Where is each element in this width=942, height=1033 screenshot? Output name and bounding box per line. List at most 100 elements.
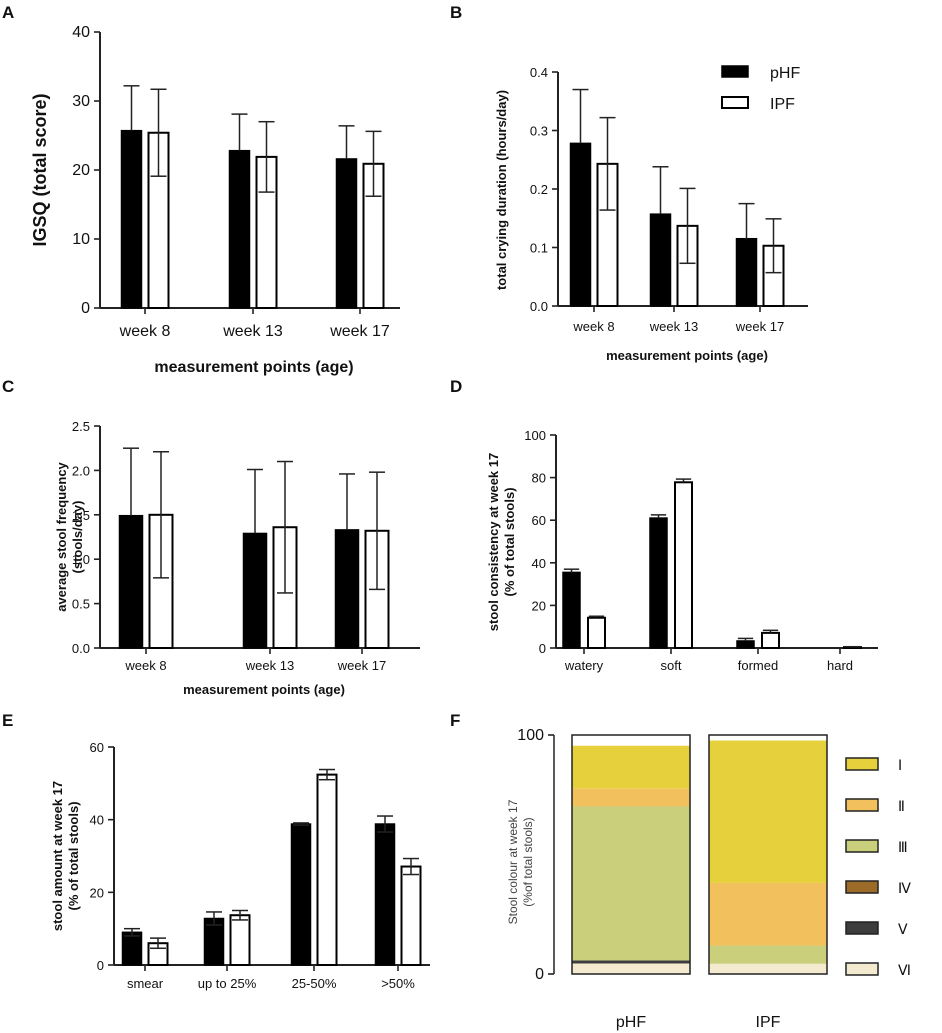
- panel-d-bar-phf: [736, 640, 755, 649]
- panel-d-bar-ipf: [674, 481, 693, 650]
- panel-a-category-label: week 13: [222, 323, 283, 340]
- panel-c-y-tick-label: 1.5: [72, 508, 90, 523]
- panel-d-category-label: formed: [738, 658, 778, 673]
- panel-d-y-axis-label-line: stool consistency at week 17: [486, 453, 501, 631]
- panel-e: E 0 20 40 60 stool amount at week 17(% of to…: [2, 711, 430, 991]
- panel-d-y-tick-label: 20: [532, 598, 546, 613]
- panel-c-y-tick-label: 2.0: [72, 463, 90, 478]
- legend-swatch-ipf: [721, 96, 749, 109]
- legend-f-swatch-2: [845, 798, 879, 812]
- panel-f-segment-phf: [572, 806, 690, 961]
- panel-a: A 0 10 20 30 40 IGSQ (total score) week 8 week …: [2, 3, 400, 376]
- panel-c-y-tick-label: 0.5: [72, 597, 90, 612]
- panel-c-y-axis-label: average stool frequency(stools/day): [54, 461, 85, 611]
- panel-f-y-axis-label: Stool colour at week 17(%of total stools…: [506, 799, 535, 924]
- legend-label-phf: pHF: [770, 65, 800, 82]
- panel-e-bar-ipf: [229, 914, 251, 966]
- legend-f-label-4: Ⅳ: [898, 880, 911, 896]
- panel-e-category-label: >50%: [381, 976, 415, 991]
- panel-e-category-label: up to 25%: [198, 976, 257, 991]
- panel-e-bar-ipf: [316, 773, 338, 967]
- legend-f-label-6: Ⅵ: [898, 962, 911, 978]
- panel-c-y-tick-label: 2.5: [72, 419, 90, 434]
- panel-b-category-label: week 17: [735, 319, 784, 334]
- panel-f-segment-ipf: [709, 945, 827, 964]
- panel-b-y-tick-label: 0.2: [530, 182, 548, 197]
- panel-f-segment-ipf: [709, 740, 827, 883]
- panel-d-category-label: watery: [564, 658, 604, 673]
- panel-c-y-axis-label-line: (stools/day): [70, 501, 85, 574]
- panel-f-bar-outline: [571, 734, 691, 975]
- panel-a-bar-phf: [120, 129, 143, 309]
- panel-b-y-tick-label: 0.1: [530, 241, 548, 256]
- panel-a-y-axis-label: IGSQ (total score): [30, 93, 50, 246]
- panel-d-category-label: soft: [661, 658, 682, 673]
- panel-e-category-label: smear: [127, 976, 164, 991]
- panel-b-y-axis-label-line: total crying duration (hours/day): [494, 90, 509, 290]
- panel-letter-d: D: [450, 377, 462, 396]
- legend: pHF IPF: [721, 65, 800, 113]
- panel-b-y-tick-label: 0.3: [530, 124, 548, 139]
- panel-a-y-tick-label: 10: [72, 231, 90, 248]
- legend-label-ipf: IPF: [770, 96, 795, 113]
- panel-c-category-label: week 8: [124, 658, 166, 673]
- panel-e-bar-phf: [374, 823, 396, 966]
- panel-d-y-axis-label: stool consistency at week 17(% of total …: [486, 453, 517, 631]
- panel-f-y-axis-label-line: Stool colour at week 17: [506, 799, 520, 924]
- panel-f-segment-ipf: [709, 882, 827, 946]
- legend-f-label-3: Ⅲ: [898, 839, 908, 855]
- panel-a-x-axis-label: measurement points (age): [154, 359, 353, 376]
- panel-b-bar-phf: [735, 237, 758, 307]
- panel-b-category-label: week 8: [572, 319, 614, 334]
- panel-d: D 0 20 40 60 80 100 stool consistency at week …: [450, 377, 878, 673]
- panel-a-y-tick-label: 30: [72, 93, 90, 110]
- legend-swatch-phf: [721, 65, 749, 78]
- panel-d-y-tick-label: 60: [532, 513, 546, 528]
- panel-e-bar-ipf: [400, 865, 422, 967]
- panel-f-category-label: pHF: [616, 1014, 646, 1031]
- panel-e-category-label: 25-50%: [292, 976, 337, 991]
- panel-b-bar-phf: [649, 213, 672, 307]
- panel-f: F 0 100 Stool colour at week 17(%of total …: [450, 711, 911, 1031]
- panel-c-y-axis-label-line: average stool frequency: [54, 461, 69, 611]
- panel-c-bar-phf: [118, 514, 144, 649]
- panel-f-y-tick-label: 0: [535, 966, 544, 983]
- panel-c-bar-phf: [334, 529, 360, 649]
- panel-letter-e: E: [2, 711, 13, 730]
- legend-f-swatch-3: [845, 839, 879, 853]
- panel-b-bar-phf: [569, 142, 592, 307]
- panel-d-bar-ipf: [587, 616, 606, 650]
- panel-f-segment-phf: [572, 788, 690, 807]
- panel-f-segment-phf: [572, 960, 690, 964]
- panel-f-y-tick-label: 100: [517, 727, 544, 744]
- panel-f-segment-ipf: [709, 963, 827, 974]
- panel-letter-b: B: [450, 3, 462, 22]
- panel-b-y-axis-label: total crying duration (hours/day): [494, 90, 509, 290]
- panel-a-bar-phf: [228, 149, 251, 309]
- panel-letter-a: A: [2, 3, 14, 22]
- panel-b-x-axis-label: measurement points (age): [606, 348, 768, 363]
- panel-b: B 0.0 0.1 0.2 0.3 0.4 total crying duration (…: [450, 3, 808, 363]
- panel-e-y-axis-label-line: (% of total stools): [66, 801, 81, 910]
- legend-f-swatch-5: [845, 921, 879, 935]
- panel-e-y-axis-label-line: stool amount at week 17: [50, 781, 65, 931]
- panel-f-category-label: IPF: [756, 1014, 781, 1031]
- panel-letter-f: F: [450, 711, 460, 730]
- panel-a-bar-phf: [335, 158, 358, 309]
- panel-d-y-tick-label: 0: [539, 641, 546, 656]
- panel-c-bar-phf: [242, 532, 268, 649]
- panel-e-y-tick-label: 40: [90, 813, 104, 828]
- legend-f-swatch-4: [845, 880, 879, 894]
- panel-d-y-axis-label-line: (% of total stools): [502, 487, 517, 596]
- panel-e-y-tick-label: 0: [97, 958, 104, 973]
- panel-a-category-label: week 8: [119, 323, 171, 340]
- panel-e-bar-phf: [290, 823, 312, 966]
- panel-a-y-tick-label: 0: [81, 300, 90, 317]
- panel-c: C 0.0 0.5 1.0 1.5 2.0 2.5 average stool freque…: [2, 377, 420, 697]
- panel-d-y-tick-label: 100: [524, 428, 546, 443]
- panel-d-y-tick-label: 40: [532, 556, 546, 571]
- panel-f-bar-outline: [708, 734, 828, 975]
- panel-d-bar-phf: [562, 571, 581, 649]
- panel-b-y-tick-label: 0.4: [530, 65, 548, 80]
